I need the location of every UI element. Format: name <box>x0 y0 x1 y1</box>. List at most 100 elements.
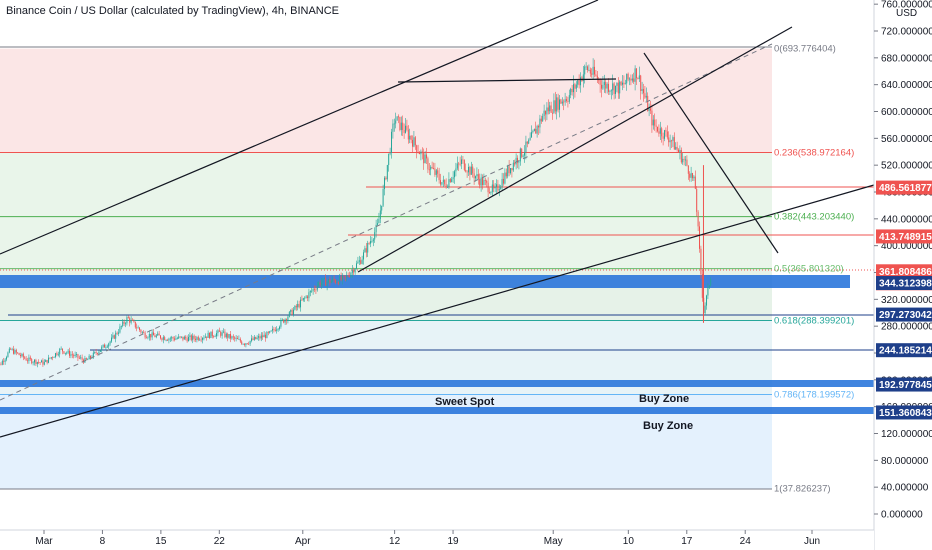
zone-band-151[interactable] <box>0 407 874 414</box>
candle-body <box>559 99 561 110</box>
price-tag-bg[interactable] <box>876 276 932 291</box>
candle-body <box>431 166 433 169</box>
candle-body <box>67 350 69 353</box>
candle-body <box>287 316 289 321</box>
candle-body <box>81 357 83 360</box>
candle-body <box>470 166 472 175</box>
candle-body <box>106 346 108 348</box>
price-tag-bg[interactable] <box>876 229 932 244</box>
candle-body <box>491 184 493 193</box>
candle-body <box>482 177 484 186</box>
candle-body <box>262 335 264 338</box>
price-tag-bg[interactable] <box>876 264 932 279</box>
candle-body <box>571 88 573 93</box>
fib-level-label: 0.382(443.203440) <box>774 212 854 223</box>
candle-body <box>640 75 642 91</box>
x-tick-label: 19 <box>447 536 459 547</box>
wedge-upper-line[interactable] <box>357 26 793 273</box>
time-axis-bg[interactable] <box>0 530 874 550</box>
candle-body <box>596 75 598 80</box>
price-tag-bg[interactable] <box>876 377 932 392</box>
candle-body <box>232 336 234 338</box>
candle-body <box>179 336 181 338</box>
price-tag-bg[interactable] <box>876 307 932 322</box>
channel-lower-line[interactable] <box>0 184 875 438</box>
candle-body <box>337 282 339 284</box>
zone-band-193[interactable] <box>0 380 874 387</box>
candle-body <box>700 248 702 274</box>
candle-body <box>304 297 306 299</box>
price-tag-label: 413.748915 <box>879 232 932 243</box>
dashed-mid-trendline[interactable] <box>0 43 773 401</box>
candle-body <box>171 337 173 339</box>
price-tag-label: 151.360843 <box>879 408 932 419</box>
candle-body <box>456 163 458 169</box>
candle-body <box>435 170 437 175</box>
candle-body <box>13 348 15 354</box>
candle-body <box>288 311 290 317</box>
candle-body <box>683 158 685 160</box>
candle-body <box>197 337 199 340</box>
candle-body <box>162 337 164 340</box>
candle-body <box>336 282 338 284</box>
candle-body <box>150 333 152 338</box>
candle-body <box>634 68 636 82</box>
candle-body <box>193 335 195 339</box>
fib-level-label: 0.618(288.399201) <box>774 316 854 327</box>
candle-body <box>616 82 618 86</box>
candle-body <box>4 359 6 362</box>
candle-body <box>374 232 376 240</box>
price-tag-bg[interactable] <box>876 405 932 420</box>
candle-body <box>399 116 401 130</box>
candle-body <box>598 79 600 81</box>
candle-body <box>227 333 229 338</box>
top-horizontal-line[interactable] <box>397 78 617 83</box>
candle-body <box>671 140 673 142</box>
candle-body <box>409 135 411 140</box>
candle-body <box>617 82 619 94</box>
candle-body <box>17 352 19 354</box>
buy-zone-label-2: Buy Zone <box>643 420 693 432</box>
candle-body <box>115 332 117 339</box>
candle-body <box>601 84 603 89</box>
candle-body <box>560 99 562 104</box>
candle-body <box>253 336 255 340</box>
fib-band-2 <box>0 216 772 269</box>
buy-zone-label-1: Buy Zone <box>639 393 689 405</box>
candle-body <box>518 161 520 163</box>
candle-body <box>659 128 661 134</box>
candle-body <box>151 332 153 338</box>
candle-body <box>90 355 92 358</box>
candle-body <box>468 166 470 173</box>
price-tag-bg[interactable] <box>876 180 932 195</box>
candle-body <box>112 335 114 338</box>
candle-body <box>493 184 495 189</box>
candle-body <box>318 282 320 286</box>
price-tag-bg[interactable] <box>876 343 932 358</box>
candle-body <box>696 188 698 212</box>
candle-body <box>557 97 559 110</box>
candle-body <box>406 125 408 130</box>
zone-band-344[interactable] <box>0 275 850 288</box>
candle-body <box>279 326 281 329</box>
candle-body <box>118 332 120 334</box>
candle-body <box>473 173 475 179</box>
candle-body <box>690 173 692 178</box>
candle-body <box>381 205 383 211</box>
candle-body <box>189 335 191 338</box>
candle-body <box>332 278 334 282</box>
candles-group <box>0 58 712 368</box>
candle-body <box>500 186 502 190</box>
candle-body <box>479 179 481 186</box>
candle-body <box>704 305 706 314</box>
descending-trendline[interactable] <box>643 52 779 254</box>
candle-body <box>575 84 577 89</box>
candle-body <box>255 336 257 340</box>
candle-body <box>584 66 586 75</box>
channel-upper-line[interactable] <box>0 0 599 255</box>
candle-body <box>454 171 456 178</box>
candle-body <box>364 248 366 253</box>
candle-body <box>496 184 498 187</box>
candle-body <box>360 260 362 264</box>
